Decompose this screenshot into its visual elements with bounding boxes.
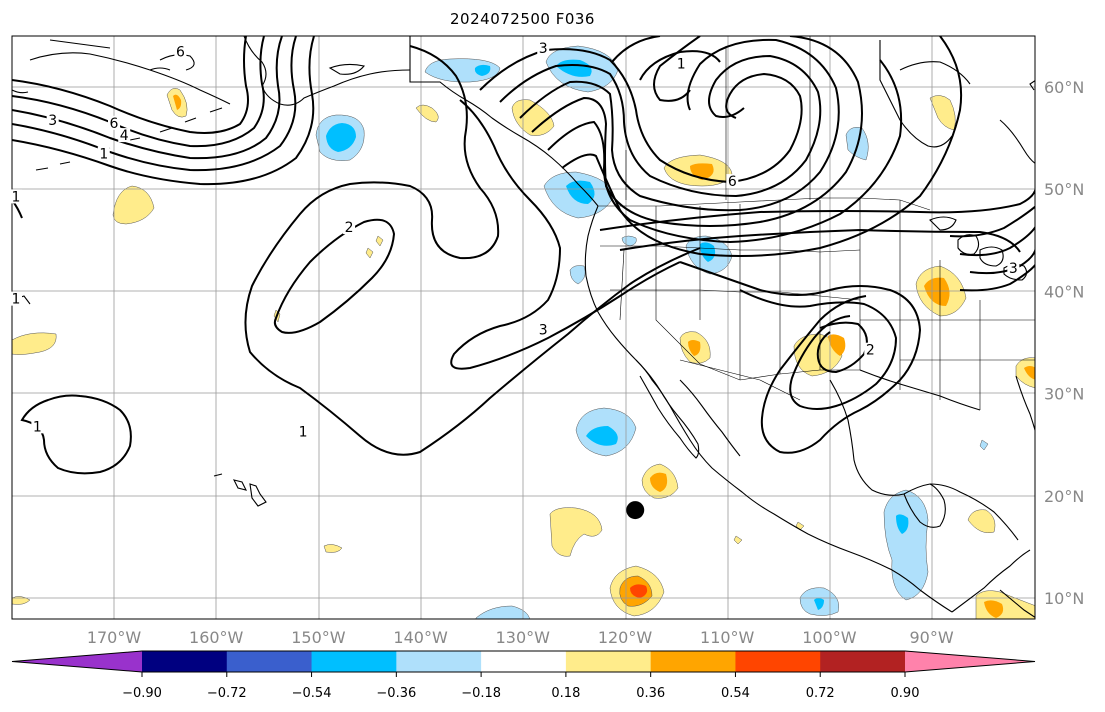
colorbar-ticks: −0.90 −0.72 −0.54 −0.36 −0.18 0.18 0.36 0.54 0.7… bbox=[122, 672, 919, 701]
colorbar-segment bbox=[735, 651, 821, 672]
colorbar-segment bbox=[142, 651, 228, 672]
contour-label-bg bbox=[1007, 260, 1020, 275]
contour-label: 1 bbox=[677, 57, 686, 73]
latitude-labels: 60°N 50°N 40°N 30°N 20°N 10°N bbox=[1044, 78, 1084, 608]
political-borders bbox=[598, 36, 1035, 410]
colorbar-segment bbox=[565, 651, 652, 672]
lon-label: 90°W bbox=[910, 628, 954, 647]
colorbar-segment bbox=[820, 651, 906, 672]
storm-center-marker[interactable] bbox=[626, 501, 645, 520]
lat-label: 10°N bbox=[1044, 589, 1084, 608]
contour-label-bg bbox=[174, 44, 187, 59]
colorbar-tick-label: 0.18 bbox=[551, 686, 580, 701]
longitude-labels: 170°W 160°W 150°W 140°W 130°W 120°W 110°W 100°W… bbox=[87, 628, 954, 647]
lon-label: 170°W bbox=[87, 628, 142, 647]
colorbar-segments bbox=[11, 650, 1036, 673]
map-border bbox=[11, 35, 1036, 620]
graticule bbox=[12, 36, 1035, 619]
lat-label: 40°N bbox=[1044, 282, 1084, 301]
contour-label: 1 bbox=[299, 424, 308, 440]
lat-label: 50°N bbox=[1044, 180, 1084, 199]
contour-label-bg bbox=[10, 291, 22, 306]
shaded-anomalies bbox=[12, 45, 1035, 619]
contour-label-bg bbox=[31, 419, 44, 434]
lon-label: 110°W bbox=[700, 628, 755, 647]
lat-label: 20°N bbox=[1044, 487, 1084, 506]
contour-label-bg bbox=[537, 41, 550, 56]
contour-label: 2 bbox=[866, 343, 875, 359]
contour-label-bg bbox=[537, 322, 550, 337]
lon-label: 130°W bbox=[496, 628, 551, 647]
contour-label-bg bbox=[97, 146, 110, 161]
colorbar-tick-label: −0.90 bbox=[122, 686, 162, 701]
contour-label-bg bbox=[118, 128, 131, 143]
colorbar: −0.90 −0.72 −0.54 −0.36 −0.18 0.18 0.36 0.54 0.7… bbox=[11, 650, 1036, 701]
contour-label: 6 bbox=[110, 116, 119, 132]
colorbar-extend-high bbox=[905, 651, 1035, 672]
colorbar-segment bbox=[481, 651, 567, 672]
contour-label: 1 bbox=[99, 146, 108, 162]
colorbar-tick-label: −0.54 bbox=[292, 686, 332, 701]
colorbar-tick-label: −0.72 bbox=[207, 686, 247, 701]
lon-label: 160°W bbox=[189, 628, 244, 647]
contour-label: 3 bbox=[539, 41, 548, 57]
lon-label: 150°W bbox=[291, 628, 346, 647]
contour-label: 3 bbox=[539, 322, 548, 338]
contour-label-bg bbox=[297, 424, 310, 439]
colorbar-tick-label: −0.18 bbox=[461, 686, 501, 701]
lon-label: 120°W bbox=[598, 628, 653, 647]
colorbar-segment bbox=[311, 651, 397, 672]
colorbar-segment bbox=[396, 651, 482, 672]
contour-label: 6 bbox=[728, 174, 737, 190]
contour-label-bg bbox=[675, 56, 688, 71]
lat-label: 30°N bbox=[1044, 385, 1084, 404]
colorbar-extend-low bbox=[12, 651, 142, 672]
lon-label: 100°W bbox=[802, 628, 857, 647]
map-title: 2024072500 F036 bbox=[450, 10, 595, 28]
colorbar-tick-label: 0.36 bbox=[636, 686, 665, 701]
colorbar-tick-label: 0.72 bbox=[806, 686, 835, 701]
contour-label: 1 bbox=[33, 419, 42, 435]
colorbar-tick-label: −0.36 bbox=[376, 686, 416, 701]
contour-label-bg bbox=[46, 112, 59, 127]
colorbar-segment bbox=[226, 651, 313, 672]
contour-label-bg bbox=[108, 115, 120, 130]
colorbar-segment bbox=[650, 651, 736, 672]
lon-label: 140°W bbox=[393, 628, 448, 647]
contour-label-bg bbox=[864, 342, 877, 357]
colorbar-tick-label: 0.90 bbox=[891, 686, 920, 701]
contour-label: 4 bbox=[120, 128, 129, 144]
contour-label: 3 bbox=[1009, 261, 1018, 277]
contour-label: 2 bbox=[345, 220, 354, 236]
contour-lines bbox=[12, 36, 1035, 475]
contour-label: 1 bbox=[12, 189, 21, 205]
contour-label: 6 bbox=[176, 44, 185, 60]
contour-label: 1 bbox=[12, 292, 21, 308]
lat-label: 60°N bbox=[1044, 78, 1084, 97]
contour-label-bg bbox=[343, 220, 356, 235]
contour-label-bg bbox=[726, 174, 739, 189]
contour-label: 3 bbox=[48, 113, 57, 129]
contour-label-bg bbox=[10, 189, 22, 204]
colorbar-tick-label: 0.54 bbox=[721, 686, 750, 701]
